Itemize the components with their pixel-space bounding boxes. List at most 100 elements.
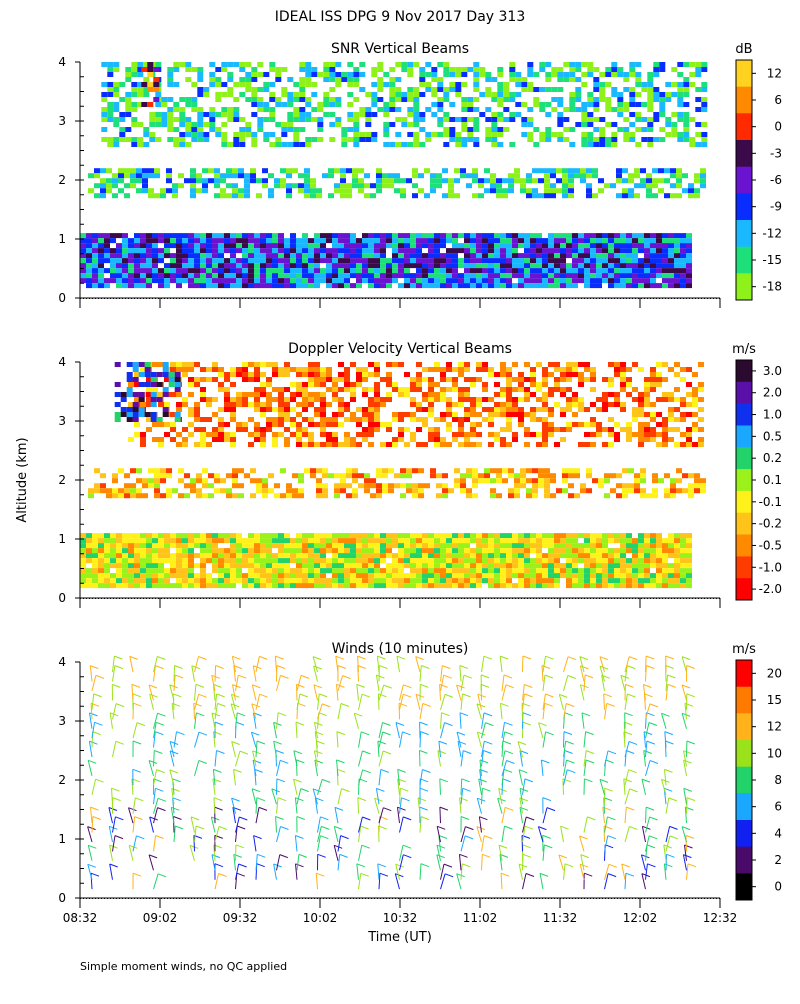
heatmap-cell (671, 112, 677, 117)
heatmap-cell (239, 127, 245, 132)
heatmap-cell (250, 478, 256, 483)
heatmap-cell (272, 258, 278, 263)
heatmap-cell (521, 77, 527, 82)
heatmap-cell (566, 263, 572, 268)
heatmap-cell (494, 583, 500, 588)
heatmap-cell (586, 168, 592, 173)
heatmap-cell (298, 493, 304, 498)
heatmap-cell (347, 92, 353, 97)
heatmap-cell (100, 483, 106, 488)
heatmap-cell (428, 538, 434, 543)
heatmap-cell (608, 283, 614, 288)
heatmap-cell (668, 417, 674, 422)
heatmap-cell (146, 568, 152, 573)
heatmap-cell (113, 122, 119, 127)
heatmap-cell (674, 372, 680, 377)
heatmap-cell (500, 402, 506, 407)
heatmap-cell (545, 132, 551, 137)
heatmap-cell (431, 132, 437, 137)
heatmap-cell (158, 233, 164, 238)
wind-barb (92, 694, 94, 710)
heatmap-cell (548, 278, 554, 283)
heatmap-cell (674, 407, 680, 412)
heatmap-cell (446, 548, 452, 553)
heatmap-cell (197, 92, 203, 97)
heatmap-cell (338, 278, 344, 283)
heatmap-cell (170, 538, 176, 543)
heatmap-cell (538, 478, 544, 483)
heatmap-cell (632, 578, 638, 583)
heatmap-cell (380, 442, 386, 447)
heatmap-cell (374, 243, 380, 248)
heatmap-cell (340, 183, 346, 188)
heatmap-cell (152, 253, 158, 258)
heatmap-cell (278, 407, 284, 412)
heatmap-cell (368, 278, 374, 283)
heatmap-cell (322, 473, 328, 478)
heatmap-cell (86, 263, 92, 268)
wind-barb (112, 788, 113, 804)
heatmap-cell (254, 427, 260, 432)
heatmap-cell (290, 392, 296, 397)
heatmap-cell (164, 573, 170, 578)
heatmap-cell (500, 253, 506, 258)
heatmap-cell (176, 432, 182, 437)
heatmap-cell (185, 142, 191, 147)
heatmap-cell (680, 233, 686, 238)
heatmap-cell (568, 493, 574, 498)
heatmap-cell (302, 427, 308, 432)
heatmap-cell (398, 238, 404, 243)
heatmap-cell (356, 573, 362, 578)
heatmap-cell (686, 253, 692, 258)
heatmap-cell (676, 488, 682, 493)
heatmap-cell (407, 97, 413, 102)
heatmap-cell (145, 412, 151, 417)
heatmap-cell (358, 183, 364, 188)
heatmap-cell (442, 488, 448, 493)
heatmap-cell (680, 377, 686, 382)
wind-barb-flag (133, 694, 141, 697)
heatmap-cell (382, 483, 388, 488)
heatmap-cell (602, 543, 608, 548)
heatmap-cell (242, 377, 248, 382)
heatmap-cell (305, 97, 311, 102)
heatmap-cell (404, 392, 410, 397)
heatmap-cell (526, 488, 532, 493)
heatmap-cell (368, 397, 374, 402)
heatmap-cell (134, 238, 140, 243)
heatmap-cell (518, 407, 524, 412)
heatmap-cell (314, 533, 320, 538)
heatmap-cell (146, 243, 152, 248)
heatmap-cell (526, 493, 532, 498)
heatmap-cell (340, 478, 346, 483)
heatmap-cell (94, 483, 100, 488)
heatmap-cell (194, 538, 200, 543)
heatmap-cell (514, 178, 520, 183)
heatmap-cell (664, 178, 670, 183)
heatmap-cell (461, 82, 467, 87)
heatmap-cell (80, 278, 86, 283)
heatmap-cell (662, 283, 668, 288)
heatmap-cell (656, 578, 662, 583)
heatmap-cell (314, 233, 320, 238)
heatmap-cell (650, 377, 656, 382)
heatmap-cell (386, 568, 392, 573)
heatmap-cell (410, 563, 416, 568)
heatmap-cell (332, 558, 338, 563)
heatmap-cell (110, 268, 116, 273)
heatmap-cell (608, 538, 614, 543)
heatmap-cell (650, 427, 656, 432)
heatmap-cell (449, 117, 455, 122)
heatmap-cell (302, 243, 308, 248)
heatmap-cell (692, 397, 698, 402)
heatmap-cell (674, 258, 680, 263)
heatmap-cell (536, 243, 542, 248)
heatmap-cell (340, 168, 346, 173)
heatmap-cell (554, 367, 560, 372)
heatmap-cell (350, 573, 356, 578)
heatmap-cell (518, 558, 524, 563)
heatmap-cell (554, 578, 560, 583)
heatmap-cell (266, 402, 272, 407)
heatmap-cell (590, 553, 596, 558)
heatmap-cell (634, 478, 640, 483)
